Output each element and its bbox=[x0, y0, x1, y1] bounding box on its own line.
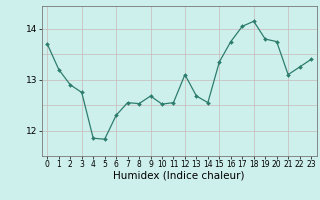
X-axis label: Humidex (Indice chaleur): Humidex (Indice chaleur) bbox=[114, 171, 245, 181]
